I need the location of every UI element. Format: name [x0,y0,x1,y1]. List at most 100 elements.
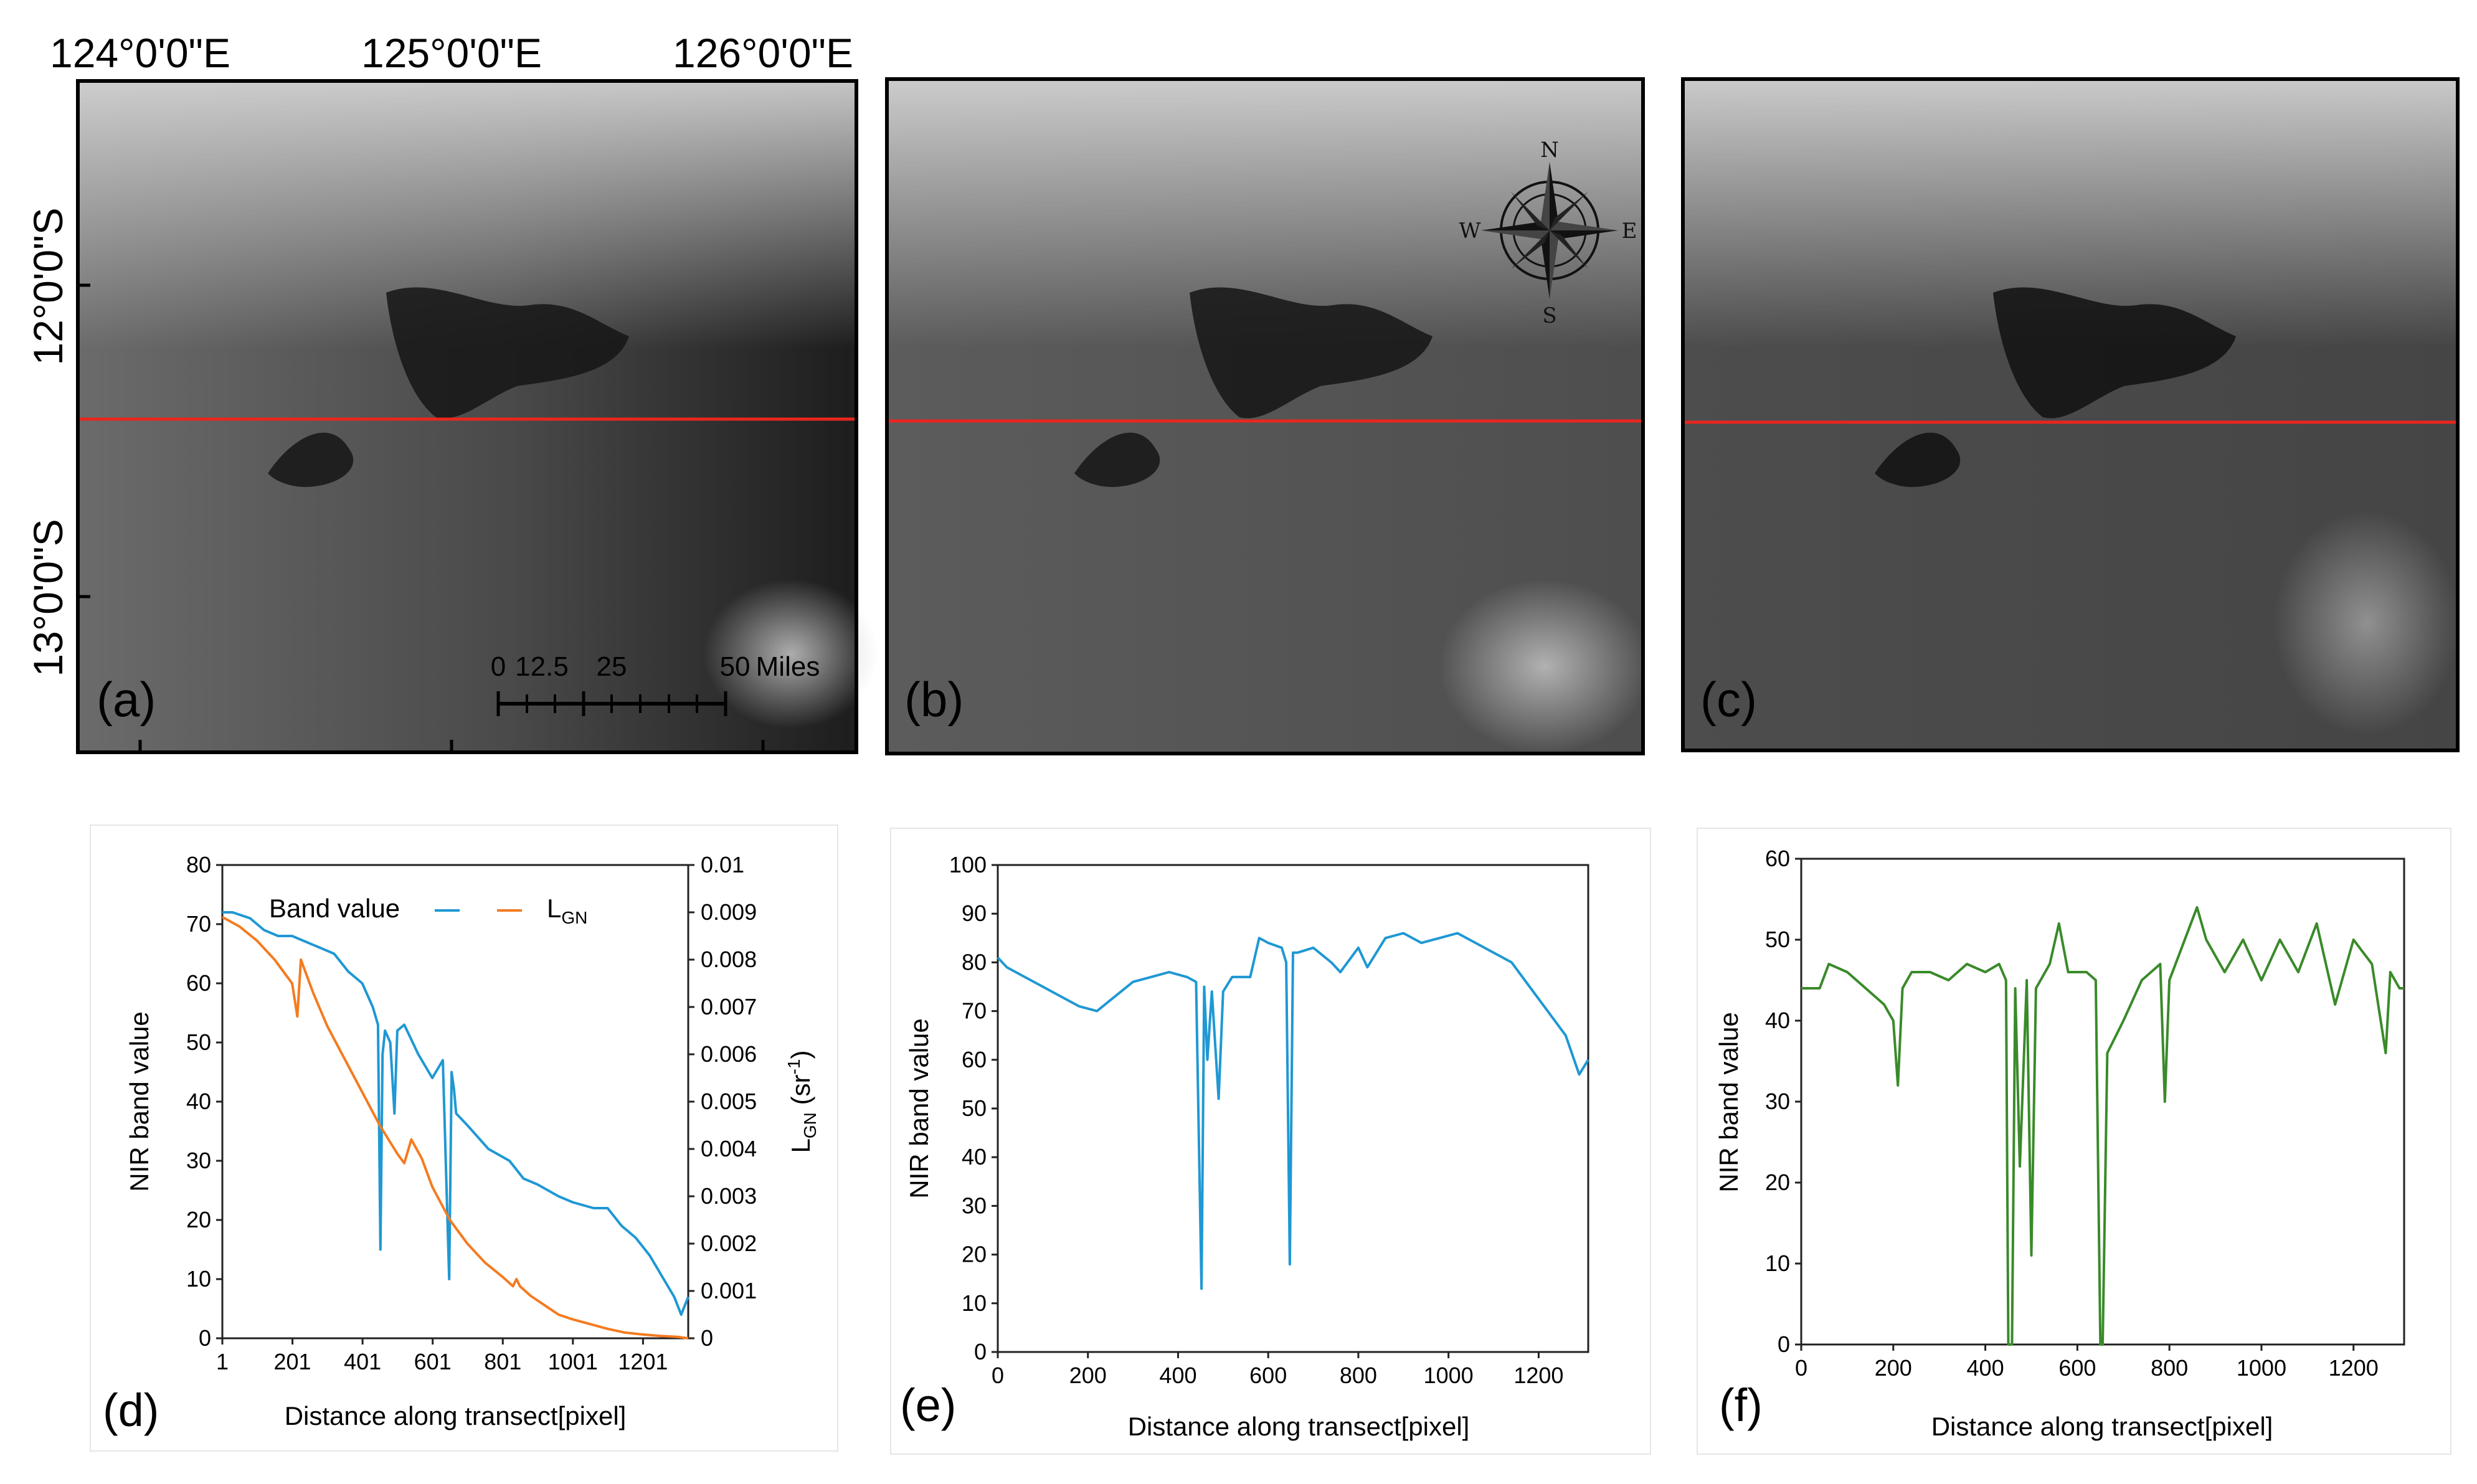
chart-f-x-ticks: 0 200 400 600 800 1000 1200 [1795,1345,2379,1381]
chart-e-ytick-label: 100 [949,852,987,877]
chart-d-ytick-label: 40 [186,1089,211,1114]
chart-d-x-label: Distance along transect[pixel] [285,1401,627,1430]
chart-d-xtick-label: 1 [216,1349,229,1374]
chart-f-ytick-label: 50 [1765,927,1790,952]
map-b-cloud-patch [1439,579,1651,754]
chart-d-xtick-label: 1001 [548,1349,598,1374]
chart-d-y2-ticks: 0 0.001 0.002 0.003 0.004 0.005 0.006 0.007 0.00… [688,852,757,1351]
chart-d-ytick-label: 60 [186,970,211,996]
compass-w: W [1459,219,1481,243]
legend-lgn: LGN [547,894,587,927]
chart-d-xtick-label: 401 [344,1349,381,1374]
map-c-label: (c) [1700,672,1757,727]
chart-d-x-ticks: 1 201 401 601 801 1001 1201 [216,1338,668,1374]
scale-label-25: 25 [597,651,627,682]
chart-d-xtick-label: 601 [414,1349,452,1374]
chart-e-ytick-label: 70 [962,998,987,1024]
chart-f-y-ticks: 0 10 20 30 40 50 60 [1765,846,1801,1357]
chart-d-ytick-label: 0 [199,1325,211,1351]
chart-e-series [997,932,1589,1290]
scale-unit: Miles [756,651,820,682]
chart-f-label: (f) [1719,1379,1763,1431]
chart-f-ytick-label: 20 [1765,1170,1790,1195]
chart-d-y2tick-label: 0.004 [701,1136,757,1161]
chart-e-y-ticks: 0 10 20 30 40 50 60 70 80 90 100 [949,852,998,1364]
chart-f-ytick-label: 30 [1765,1089,1790,1114]
chart-d-ytick-label: 30 [186,1148,211,1173]
chart-e-x-label: Distance along transect[pixel] [1128,1412,1470,1441]
chart-e-xtick-label: 800 [1340,1363,1377,1388]
chart-e-xtick-label: 1200 [1513,1363,1563,1388]
scale-label-12-5: 12.5 [515,651,569,682]
compass-s: S [1542,303,1556,328]
map-c-cloud-patch [2273,511,2460,735]
chart-e-ytick-label: 90 [962,900,987,926]
chart-e-ytick-label: 0 [974,1339,987,1364]
chart-f-background [1697,828,2451,1455]
chart-d-series-1-line [222,915,689,1340]
chart-e-xtick-label: 1000 [1424,1363,1474,1388]
map-a-label: (a) [97,672,156,727]
scale-label-0: 0 [491,651,506,682]
compass-e: E [1622,219,1637,243]
chart-d-y2tick-label: 0.01 [701,852,744,877]
chart-e-xtick-label: 0 [992,1363,1004,1388]
map-a-oil-slick-2 [268,432,354,487]
scale-label-50: 50 [720,651,751,682]
legend-band-value: Band value [269,894,400,923]
chart-d-legend: Band value LGN [269,894,587,927]
chart-f-xtick-label: 800 [2151,1355,2188,1381]
chart-e-ytick-label: 50 [962,1095,987,1121]
chart-f-series [1801,906,2404,1346]
chart-d-y2tick-label: 0.006 [701,1041,757,1067]
chart-d-ytick-label: 10 [186,1266,211,1292]
chart-f-ytick-label: 10 [1765,1250,1790,1276]
map-a-frame [76,79,858,754]
chart-d-ytick-label: 50 [186,1029,211,1055]
chart-f-ytick-label: 40 [1765,1008,1790,1033]
compass-icon: N S E W [1459,138,1637,328]
chart-f-xtick-label: 1200 [2329,1355,2379,1381]
chart-f-xtick-label: 1000 [2237,1355,2286,1381]
chart-d-xtick-label: 801 [484,1349,521,1374]
chart-d-y2tick-label: 0.009 [701,899,757,925]
lat-label-12: 12°0'0"S [25,207,71,365]
chart-f-xtick-label: 0 [1795,1355,1807,1381]
lat-label-13: 13°0'0"S [25,519,71,676]
chart-f-xtick-label: 400 [1967,1355,2004,1381]
map-c-oil-slick-1 [1993,287,2236,418]
map-a-oil-slick-1 [386,287,629,418]
chart-f: 0 200 400 600 800 1000 1200 0 10 20 30 40 50 60 Dist… [1697,828,2451,1455]
chart-d-ytick-label: 70 [186,911,211,937]
chart-e-xtick-label: 200 [1069,1363,1107,1388]
chart-f-series-0-line [1801,906,2404,1346]
chart-e-xtick-label: 400 [1159,1363,1196,1388]
lon-label-124: 124°0'0"E [50,30,230,76]
chart-e-ytick-label: 10 [962,1290,987,1316]
compass-n: N [1540,138,1559,163]
map-b-oil-slick-2 [1074,432,1160,487]
chart-e: 0 200 400 600 800 1000 1200 0 10 20 30 40 50 60 70 80 9… [890,828,1651,1455]
chart-e-ytick-label: 60 [962,1047,987,1072]
chart-d-y-label: NIR band value [125,1011,154,1192]
map-panel-a: (a) 0 12.5 25 50 Miles [76,79,878,754]
chart-f-ytick-label: 60 [1765,846,1790,871]
chart-d-label: (d) [103,1384,159,1436]
chart-e-ytick-label: 30 [962,1193,987,1218]
chart-d-ytick-label: 20 [186,1207,211,1232]
chart-d-xtick-label: 1201 [618,1349,668,1374]
chart-f-xtick-label: 600 [2058,1355,2096,1381]
chart-e-series-0-line [997,932,1589,1290]
map-b-frame [885,77,1645,755]
chart-e-x-ticks: 0 200 400 600 800 1000 1200 [992,1352,1563,1388]
chart-d-y2tick-label: 0.003 [701,1183,757,1209]
chart-d-series-0-line [222,911,689,1316]
chart-d-y2tick-label: 0 [701,1325,713,1351]
chart-f-x-label: Distance along transect[pixel] [1931,1412,2273,1441]
chart-f-xtick-label: 200 [1875,1355,1912,1381]
chart-f-ytick-label: 0 [1778,1331,1790,1357]
chart-e-ytick-label: 80 [962,949,987,975]
map-a-cloud-patch [704,579,878,729]
lon-label-125: 125°0'0"E [361,30,542,76]
